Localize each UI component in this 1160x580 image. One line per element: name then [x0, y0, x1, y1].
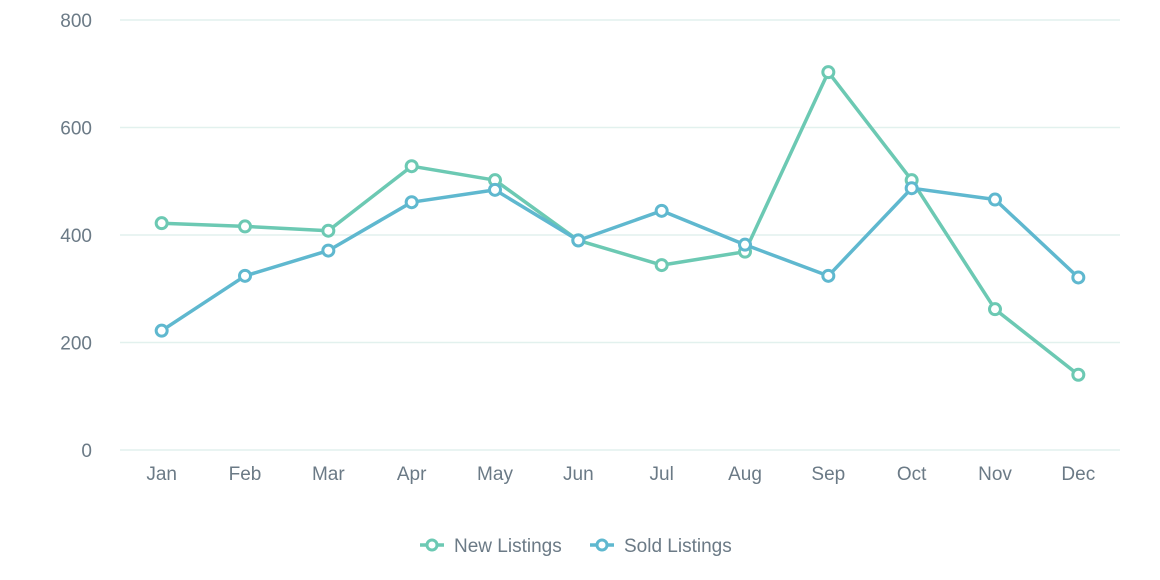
- data-point[interactable]: [154, 323, 169, 338]
- data-point[interactable]: [154, 216, 169, 231]
- x-tick-label: Sep: [811, 464, 845, 485]
- series-line: [159, 186, 1081, 333]
- data-point[interactable]: [821, 65, 836, 80]
- series-sold-listings: [154, 181, 1086, 338]
- legend-label: New Listings: [454, 536, 562, 557]
- legend-item-sold-listings[interactable]: Sold Listings: [590, 536, 732, 557]
- data-point[interactable]: [571, 233, 586, 248]
- x-tick-label: Jun: [563, 464, 594, 485]
- series-new-listings: [154, 65, 1086, 382]
- x-tick-label: Dec: [1061, 464, 1095, 485]
- legend: New Listings Sold Listings: [420, 536, 732, 557]
- data-point[interactable]: [988, 192, 1002, 207]
- y-axis: 0 200 400 600 800: [60, 11, 92, 462]
- data-point[interactable]: [1071, 270, 1086, 285]
- data-point[interactable]: [488, 182, 502, 197]
- x-tick-label: Feb: [229, 464, 262, 485]
- x-tick-label: Nov: [978, 464, 1012, 485]
- y-tick-label: 0: [81, 441, 92, 462]
- y-tick-label: 800: [60, 11, 92, 32]
- x-tick-label: Jan: [146, 464, 177, 485]
- data-point[interactable]: [1071, 367, 1086, 382]
- x-tick-label: Jul: [650, 464, 674, 485]
- x-tick-label: Aug: [728, 464, 762, 485]
- x-axis: Jan Feb Mar Apr May Jun Jul Aug Sep Oct Nov Dec: [146, 464, 1095, 485]
- data-point[interactable]: [904, 181, 919, 196]
- x-tick-label: Apr: [397, 464, 427, 485]
- data-point[interactable]: [404, 195, 419, 210]
- y-tick-label: 400: [60, 226, 92, 247]
- data-point[interactable]: [238, 219, 252, 234]
- data-point[interactable]: [988, 302, 1002, 317]
- data-point[interactable]: [738, 237, 752, 252]
- data-point[interactable]: [654, 258, 669, 273]
- data-point[interactable]: [654, 203, 669, 218]
- data-point[interactable]: [321, 223, 336, 238]
- x-tick-label: Mar: [312, 464, 345, 485]
- grid-lines: [120, 19, 1120, 451]
- legend-label: Sold Listings: [624, 536, 732, 557]
- y-tick-label: 200: [60, 334, 92, 355]
- data-point[interactable]: [404, 159, 419, 174]
- series-layer: [154, 65, 1086, 382]
- data-point[interactable]: [321, 243, 336, 258]
- y-tick-label: 600: [60, 119, 92, 140]
- legend-swatch-marker: [425, 538, 439, 552]
- data-point[interactable]: [238, 268, 252, 283]
- data-point[interactable]: [821, 268, 836, 283]
- x-tick-label: May: [477, 464, 513, 485]
- legend-swatch-marker: [595, 538, 609, 552]
- series-line: [159, 70, 1081, 377]
- x-tick-label: Oct: [897, 464, 927, 485]
- legend-item-new-listings[interactable]: New Listings: [420, 536, 562, 557]
